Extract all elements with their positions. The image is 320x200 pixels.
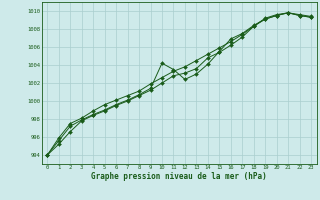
X-axis label: Graphe pression niveau de la mer (hPa): Graphe pression niveau de la mer (hPa) <box>91 172 267 181</box>
